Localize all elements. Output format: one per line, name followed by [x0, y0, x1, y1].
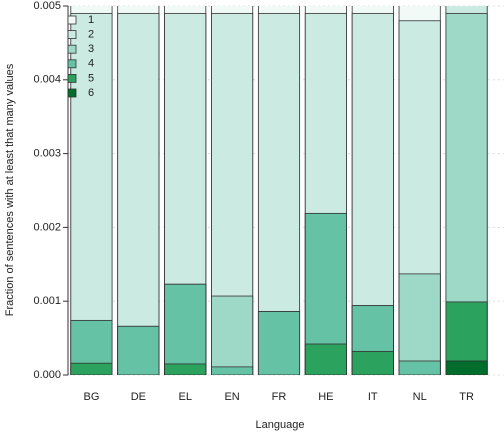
bar [117, 12, 160, 375]
legend-label: 6 [88, 87, 94, 99]
bar [398, 273, 441, 375]
bar [304, 343, 347, 375]
bar [70, 12, 113, 375]
legend: 1 2 3 4 5 6 [67, 14, 94, 99]
bar [257, 311, 301, 375]
bar [164, 283, 207, 375]
bar [164, 363, 207, 375]
legend-swatch [67, 44, 77, 54]
y-tick-label: 0.000 [33, 369, 61, 381]
bars [70, 6, 488, 375]
bar [211, 295, 254, 375]
legend-label: 3 [88, 43, 94, 55]
y-tick-label: 0.002 [33, 221, 61, 233]
legend-label: 2 [88, 29, 94, 41]
bar [398, 360, 441, 375]
bar [351, 350, 394, 375]
legend-swatch [67, 30, 77, 40]
legend-label: 5 [88, 72, 94, 84]
y-axis-title: Fraction of sentences with at least that… [4, 63, 16, 316]
x-axis-title: Language [256, 419, 305, 431]
y-tick-label: 0.001 [33, 295, 61, 307]
bar [211, 366, 254, 375]
x-tick-label: BG [83, 391, 99, 403]
legend-swatch [67, 74, 77, 83]
x-tick-label: NL [413, 391, 427, 403]
legend-swatch [67, 88, 77, 98]
x-tick-label: TR [459, 391, 474, 403]
bar [445, 360, 488, 375]
x-tick-label: IT [368, 391, 378, 403]
legend-label: 1 [88, 14, 94, 26]
bar [117, 325, 160, 375]
legend-swatch [67, 15, 77, 25]
x-tick-label: DE [131, 391, 146, 403]
y-tick-label: 0.003 [33, 148, 61, 160]
x-tick-label: EN [224, 391, 239, 403]
legend-swatch [67, 59, 77, 69]
y-tick-label: 0.005 [33, 0, 61, 12]
y-tick-label: 0.004 [33, 74, 61, 86]
x-tick-label: HE [318, 391, 333, 403]
x-tick-label: FR [272, 391, 287, 403]
x-tick-label: EL [178, 391, 191, 403]
axes: 0.000 0.001 0.002 0.003 0.004 0.005 BG DE EL EN FR… [33, 0, 473, 403]
legend-label: 4 [88, 58, 94, 70]
bar [70, 362, 113, 375]
